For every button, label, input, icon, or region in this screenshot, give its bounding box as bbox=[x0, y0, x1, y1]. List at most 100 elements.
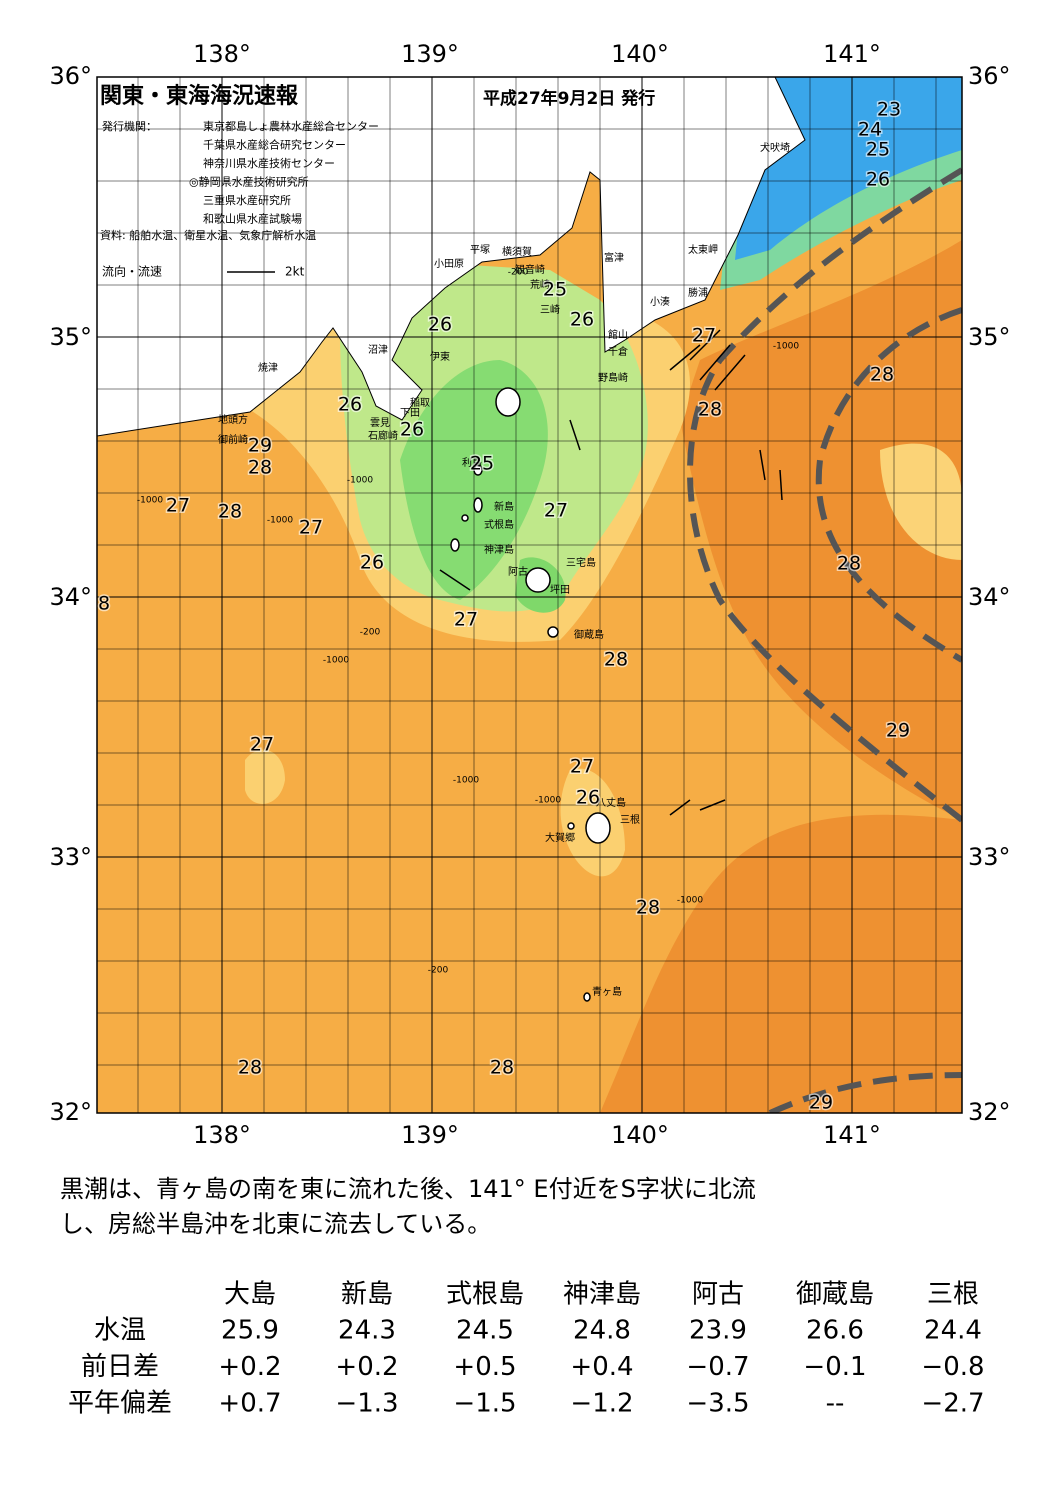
longitude-label: 138° bbox=[193, 40, 251, 68]
place-name: 青ヶ島 bbox=[592, 985, 622, 998]
table-cell: −0.7 bbox=[686, 1352, 749, 1382]
map-area bbox=[97, 77, 962, 1113]
temperature-label: 27 bbox=[544, 500, 568, 522]
place-name: 利島 bbox=[462, 456, 482, 469]
table-cell: 24.4 bbox=[924, 1316, 982, 1346]
latitude-label: 34° bbox=[49, 583, 92, 611]
place-name: 館山 bbox=[608, 328, 628, 341]
summary-line: し、房総半島沖を北東に流去している。 bbox=[60, 1210, 491, 1238]
temperature-label: 26 bbox=[400, 419, 424, 441]
place-name: 犬吠埼 bbox=[760, 141, 790, 154]
place-name: 野島崎 bbox=[598, 371, 628, 384]
table-cell: 24.5 bbox=[456, 1316, 514, 1346]
depth-label: -1000 bbox=[535, 796, 561, 806]
agency: 神奈川県水産技術センター bbox=[203, 156, 335, 170]
map-frame bbox=[96, 76, 963, 1114]
agency: 東京都島しょ農林水産総合センター bbox=[203, 119, 379, 133]
title: 関東・東海海況速報 bbox=[100, 83, 299, 109]
place-name: 小田原 bbox=[434, 258, 464, 270]
agency: 千葉県水産総合研究センター bbox=[203, 138, 346, 152]
depth-label: -1000 bbox=[677, 896, 703, 906]
land bbox=[97, 77, 806, 437]
table-header: 三根 bbox=[927, 1280, 979, 1310]
place-name: 観音崎 bbox=[515, 263, 545, 276]
place-name: 雲見 bbox=[370, 417, 390, 429]
table-cell: −3.5 bbox=[686, 1389, 749, 1419]
depth-label: -200 bbox=[508, 268, 529, 278]
agency: 和歌山県水産試験場 bbox=[203, 212, 302, 226]
latitude-label: 32° bbox=[49, 1098, 92, 1126]
latitude-label: 33° bbox=[968, 843, 1011, 871]
place-name: 坪田 bbox=[550, 583, 570, 596]
place-name: 三宅島 bbox=[566, 556, 596, 569]
warm-region bbox=[600, 814, 962, 1113]
latitude-label: 32° bbox=[968, 1098, 1011, 1126]
temperature-label: 27 bbox=[299, 517, 323, 539]
depth-label: -1000 bbox=[137, 496, 163, 506]
temperature-label: 28 bbox=[870, 364, 894, 386]
table-row-label: 水温 bbox=[94, 1316, 146, 1346]
temperature-label: 29 bbox=[248, 435, 272, 457]
temperature-label: 8 bbox=[98, 593, 110, 615]
place-name: 焼津 bbox=[258, 362, 278, 374]
depth-label: -200 bbox=[428, 966, 449, 976]
table-cell: −0.8 bbox=[921, 1352, 984, 1382]
temperature-label: 28 bbox=[698, 399, 722, 421]
table-cell: -- bbox=[826, 1389, 845, 1419]
graticule bbox=[97, 77, 962, 1113]
temperature-label: 27 bbox=[454, 609, 478, 631]
temperature-label: 27 bbox=[570, 756, 594, 778]
table-row-label: 平年偏差 bbox=[68, 1389, 172, 1419]
place-name: 勝浦 bbox=[688, 286, 708, 299]
place-name: 下田 bbox=[400, 408, 420, 419]
place-name: 御前崎 bbox=[218, 433, 248, 446]
place-name: 地頭方 bbox=[218, 413, 248, 426]
legend-scale: 2kt bbox=[285, 265, 305, 279]
place-name: 富津 bbox=[604, 251, 624, 264]
temperature-label: 26 bbox=[570, 309, 594, 331]
temperature-label: 26 bbox=[338, 394, 362, 416]
temperature-label: 28 bbox=[490, 1057, 514, 1079]
table-cell: 25.9 bbox=[221, 1316, 279, 1346]
table-cell: 24.3 bbox=[338, 1316, 396, 1346]
temperature-label: 26 bbox=[428, 314, 452, 336]
place-name: 三根 bbox=[620, 813, 640, 826]
place-name: 阿古 bbox=[508, 565, 528, 578]
temperature-label: 27 bbox=[166, 495, 190, 517]
latitude-label: 36° bbox=[968, 62, 1011, 90]
table-cell: −1.3 bbox=[335, 1389, 398, 1419]
latitude-label: 33° bbox=[49, 843, 92, 871]
longitude-label: 141° bbox=[823, 40, 881, 68]
longitude-label: 140° bbox=[611, 40, 669, 68]
place-name: 沼津 bbox=[368, 343, 388, 356]
islands bbox=[450, 387, 611, 1002]
table-cell: 24.8 bbox=[573, 1316, 631, 1346]
legend-label: 流向・流速 bbox=[102, 264, 162, 279]
place-name: 千倉 bbox=[608, 345, 628, 358]
temperature-label: 28 bbox=[604, 649, 628, 671]
warm-region bbox=[680, 240, 962, 820]
table-header: 式根島 bbox=[446, 1280, 524, 1310]
place-name: 神津島 bbox=[484, 543, 514, 556]
kuroshio-axis bbox=[687, 167, 962, 1113]
longitude-label: 138° bbox=[193, 1121, 251, 1149]
place-name: 小湊 bbox=[650, 295, 670, 308]
place-name: 伊東 bbox=[430, 350, 450, 363]
temperature-label: 28 bbox=[837, 553, 861, 575]
table-cell: +0.5 bbox=[453, 1352, 516, 1382]
temperature-label: 27 bbox=[692, 325, 716, 347]
cool-patch bbox=[880, 443, 962, 560]
agency: ◎静岡県水産技術研究所 bbox=[189, 175, 309, 189]
table-header: 阿古 bbox=[692, 1280, 744, 1310]
table-cell: −2.7 bbox=[921, 1389, 984, 1419]
table-header: 神津島 bbox=[563, 1280, 641, 1310]
temperature-label: 27 bbox=[250, 734, 274, 756]
depth-label: -1000 bbox=[773, 342, 799, 352]
summary-line: 黒潮は、青ヶ島の南を東に流れた後、141° E付近をS字状に北流 bbox=[60, 1175, 756, 1203]
longitude-label: 139° bbox=[401, 1121, 459, 1149]
temperature-label: 25 bbox=[866, 139, 890, 161]
longitude-label: 139° bbox=[401, 40, 459, 68]
temperature-label: 25 bbox=[543, 279, 567, 301]
depth-label: -1000 bbox=[267, 516, 293, 526]
